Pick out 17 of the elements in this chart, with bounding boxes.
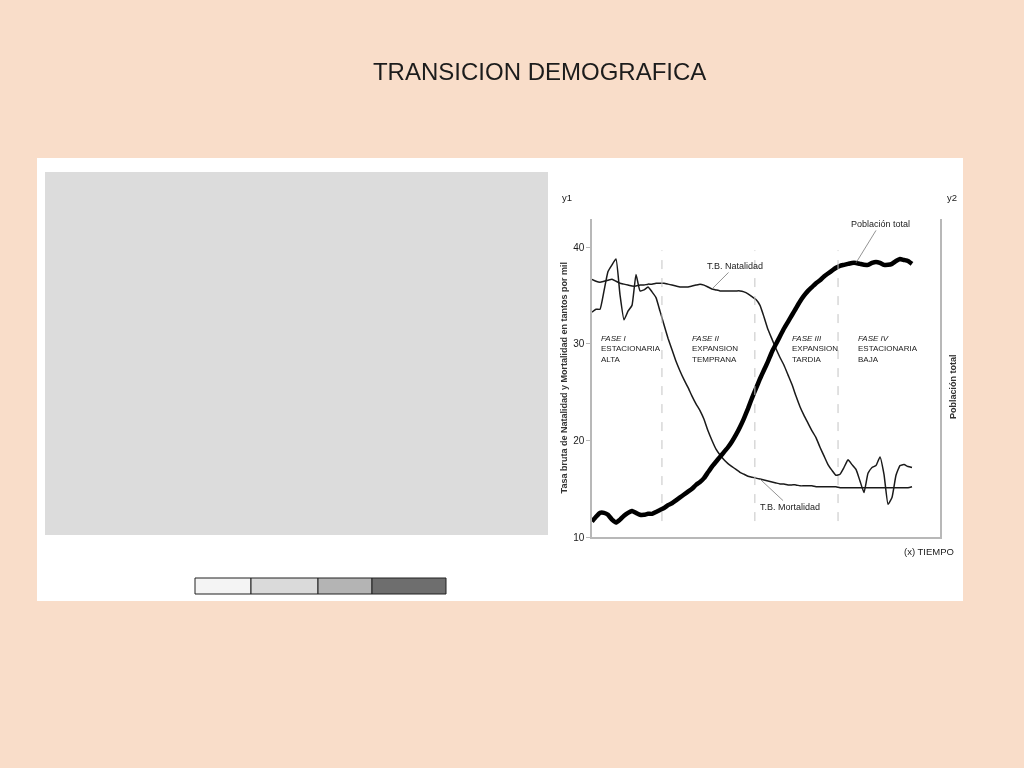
series-label: T.B. Mortalidad	[760, 502, 821, 512]
y2-axis-title: Población total	[948, 354, 959, 419]
text: y2	[947, 192, 958, 203]
y-tick-label: 10	[573, 531, 585, 543]
chart-title: TRANSICION DEMOGRAFICA	[372, 58, 707, 86]
annotation: FASE III EXPANSION TARDIA	[792, 334, 839, 364]
series-label: T.B. Natalidad	[707, 261, 764, 271]
annotation: FASE I ESTACIONARIA ALTA	[601, 334, 661, 364]
annotation: FASE IV ESTACIONARIA BAJA	[858, 334, 918, 364]
text: y1	[562, 192, 573, 203]
y-axis-title: Tasa bruta de Natalidad y Mortalidad en tantos por mil	[558, 262, 569, 494]
x-axis-title: (x) TIEMPO	[904, 546, 954, 557]
y-tick-label: 30	[573, 338, 585, 350]
text: Población total	[851, 219, 911, 229]
annotation: FASE II EXPANSION TEMPRANA	[692, 334, 739, 364]
y-tick-label: 20	[573, 434, 585, 446]
y-tick-label: 40	[573, 241, 585, 253]
